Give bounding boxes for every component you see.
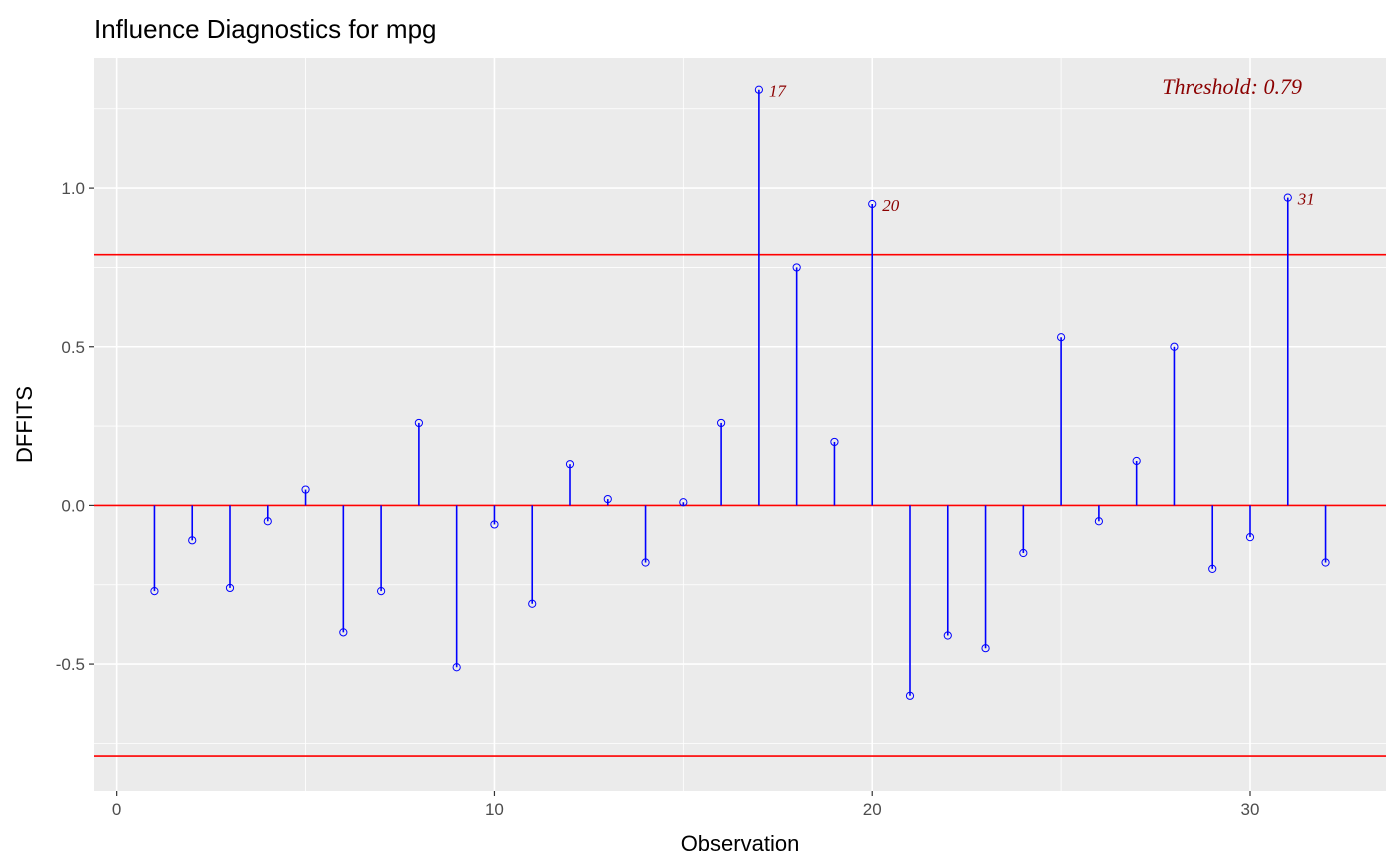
data-point bbox=[717, 418, 726, 428]
data-point bbox=[263, 517, 272, 526]
point-label: 31 bbox=[1297, 190, 1315, 209]
y-tick-label: 0.5 bbox=[61, 338, 85, 357]
data-point bbox=[1094, 517, 1103, 526]
data-point bbox=[1245, 533, 1255, 542]
y-tick-label: 1.0 bbox=[61, 179, 85, 198]
data-point bbox=[377, 586, 386, 596]
data-point bbox=[868, 199, 877, 209]
data-point bbox=[1321, 558, 1330, 567]
data-point bbox=[225, 583, 235, 593]
data-point bbox=[150, 586, 159, 596]
point-label: 20 bbox=[882, 196, 900, 215]
data-point bbox=[1057, 333, 1066, 342]
y-tick-label: -0.5 bbox=[56, 655, 85, 674]
points bbox=[150, 85, 1330, 700]
data-point bbox=[1170, 342, 1179, 351]
data-point bbox=[1132, 456, 1141, 466]
x-axis-title: Observation bbox=[681, 831, 800, 856]
point-label: 17 bbox=[769, 82, 788, 101]
grid-minor bbox=[94, 58, 1386, 791]
data-point bbox=[830, 437, 839, 447]
data-point bbox=[905, 691, 915, 700]
data-point bbox=[943, 631, 952, 640]
x-tick-label: 30 bbox=[1241, 800, 1260, 819]
stems bbox=[153, 89, 1327, 696]
data-point bbox=[1019, 548, 1028, 558]
y-tick-label: 0.0 bbox=[61, 496, 85, 515]
data-point bbox=[1208, 564, 1217, 573]
y-axis-title: DFFITS bbox=[12, 386, 37, 463]
plot-panel bbox=[94, 58, 1386, 791]
data-point bbox=[1283, 193, 1292, 202]
data-point bbox=[792, 263, 801, 272]
data-point bbox=[565, 460, 575, 469]
reference-lines bbox=[94, 253, 1386, 757]
chart-title: Influence Diagnostics for mpg bbox=[94, 14, 437, 44]
threshold-label: Threshold: 0.79 bbox=[1162, 74, 1302, 99]
data-point bbox=[301, 485, 310, 494]
x-axis: 0 10 20 30 bbox=[112, 791, 1260, 819]
data-point bbox=[981, 644, 990, 653]
x-tick-label: 10 bbox=[485, 800, 504, 819]
data-point bbox=[452, 663, 461, 672]
data-point bbox=[754, 85, 763, 94]
data-point bbox=[603, 494, 612, 504]
data-point bbox=[414, 418, 423, 428]
data-point bbox=[339, 628, 348, 637]
x-tick-label: 0 bbox=[112, 800, 121, 819]
data-point bbox=[188, 536, 197, 545]
data-point bbox=[679, 498, 688, 507]
point-labels: 17 20 31 bbox=[769, 82, 1315, 215]
data-point bbox=[490, 520, 499, 529]
data-point bbox=[528, 599, 537, 608]
data-point bbox=[641, 558, 650, 567]
x-tick-label: 20 bbox=[863, 800, 882, 819]
y-axis: -0.5 0.0 0.5 1.0 bbox=[56, 179, 94, 674]
